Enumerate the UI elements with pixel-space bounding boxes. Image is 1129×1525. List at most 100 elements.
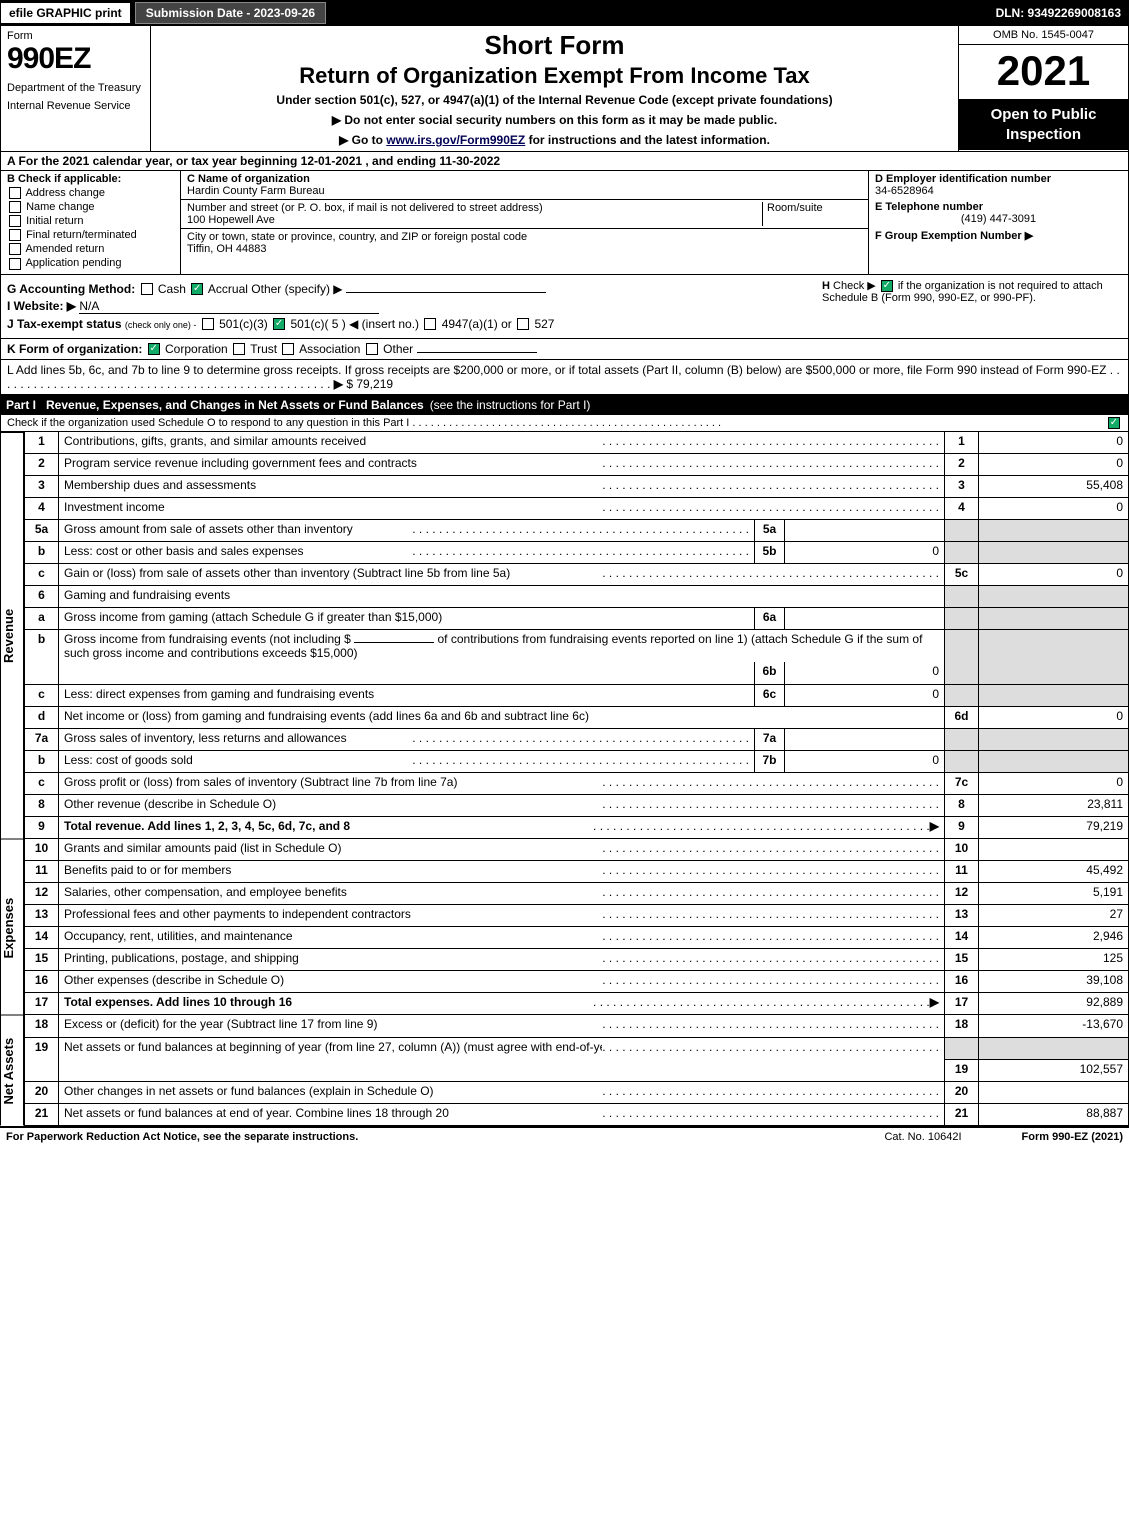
row-a: A For the 2021 calendar year, or tax yea…	[0, 152, 1129, 171]
g-other: Other (specify) ▶	[251, 282, 342, 296]
line-j: J Tax-exempt status (check only one) - 5…	[7, 317, 822, 331]
table-row: bLess: cost or other basis and sales exp…	[25, 542, 1129, 564]
d-ein-val: 34-6528964	[875, 185, 934, 197]
section-bcd: B Check if applicable: Address change Na…	[0, 171, 1129, 275]
checkbox-icon[interactable]	[517, 318, 529, 330]
h-lbl: H	[822, 280, 830, 292]
f-grp-lbl: F Group Exemption Number	[875, 230, 1022, 242]
checkbox-icon[interactable]	[9, 187, 21, 199]
d-ein-lbl: D Employer identification number	[875, 173, 1051, 185]
k-other-blank[interactable]	[417, 352, 537, 353]
i-lbl: I Website: ▶	[7, 299, 76, 313]
checkbox-checked-icon[interactable]: ✓	[881, 280, 893, 292]
chk-name[interactable]: Name change	[7, 201, 174, 213]
table-row: 13Professional fees and other payments t…	[25, 905, 1129, 927]
c-addr-row: Number and street (or P. O. box, if mail…	[181, 200, 868, 229]
g-other-blank[interactable]	[346, 292, 546, 293]
table-row: cGain or (loss) from sale of assets othe…	[25, 564, 1129, 586]
checkbox-icon[interactable]	[233, 343, 245, 355]
c-name-val: Hardin County Farm Bureau	[187, 185, 862, 197]
checkbox-icon[interactable]	[202, 318, 214, 330]
revenue-section: Revenue 1Contributions, gifts, grants, a…	[0, 432, 1129, 839]
checkbox-icon[interactable]	[9, 243, 21, 255]
table-row: 7aGross sales of inventory, less returns…	[25, 728, 1129, 750]
table-row: 2Program service revenue including gover…	[25, 454, 1129, 476]
g-cash: Cash	[158, 282, 186, 296]
sched-o-text: Check if the organization used Schedule …	[7, 417, 1106, 429]
col-d: D Employer identification number 34-6528…	[868, 171, 1128, 274]
table-row: 10Grants and similar amounts paid (list …	[25, 839, 1129, 861]
l-amount: $ 79,219	[346, 377, 393, 391]
dots-icon	[602, 478, 939, 492]
dots-icon	[602, 1106, 939, 1120]
dots-icon	[602, 797, 939, 811]
goto-link[interactable]: www.irs.gov/Form990EZ	[386, 133, 525, 147]
e-tel-val: (419) 447-3091	[875, 213, 1122, 225]
form-header: Form 990EZ Department of the Treasury In…	[0, 26, 1129, 152]
chk-final[interactable]: Final return/terminated	[7, 229, 174, 241]
blank-field[interactable]	[354, 642, 434, 643]
dots-icon	[412, 544, 749, 558]
l-text: L Add lines 5b, 6c, and 7b to line 9 to …	[7, 363, 1106, 377]
dots-icon	[412, 731, 749, 745]
dots-icon	[602, 566, 939, 580]
arrow-icon: ▶	[930, 995, 939, 1009]
line-h: H Check ▶ ✓ if the organization is not r…	[822, 279, 1122, 334]
col-b: B Check if applicable: Address change Na…	[1, 171, 181, 274]
table-row: 17Total expenses. Add lines 10 through 1…	[25, 993, 1129, 1015]
g-lbl: G Accounting Method:	[7, 282, 135, 296]
open-inspection: Open to Public Inspection	[959, 99, 1128, 150]
table-row: 19Net assets or fund balances at beginni…	[25, 1037, 1129, 1059]
checkbox-icon[interactable]	[424, 318, 436, 330]
chk-amended[interactable]: Amended return	[7, 243, 174, 255]
checkbox-checked-icon[interactable]: ✓	[1108, 417, 1120, 429]
dots-icon	[602, 929, 939, 943]
checkbox-checked-icon[interactable]: ✓	[273, 318, 285, 330]
omb-number: OMB No. 1545-0047	[959, 26, 1128, 45]
checkbox-icon[interactable]	[366, 343, 378, 355]
table-row: 20Other changes in net assets or fund ba…	[25, 1081, 1129, 1103]
chk-address[interactable]: Address change	[7, 187, 174, 199]
cat-number: Cat. No. 10642I	[884, 1131, 961, 1143]
checkbox-icon[interactable]	[282, 343, 294, 355]
section-ghij: G Accounting Method: Cash ✓ Accrual Othe…	[0, 275, 1129, 339]
j-sub: (check only one) -	[125, 320, 197, 330]
dots-icon	[593, 819, 930, 833]
checkbox-icon[interactable]	[9, 258, 21, 270]
dots-icon	[602, 500, 939, 514]
efile-badge[interactable]: efile GRAPHIC print	[0, 2, 131, 24]
ghij-left: G Accounting Method: Cash ✓ Accrual Othe…	[7, 279, 822, 334]
table-row: 11Benefits paid to or for members1145,49…	[25, 861, 1129, 883]
dots-icon	[602, 434, 939, 448]
line-l: L Add lines 5b, 6c, and 7b to line 9 to …	[0, 360, 1129, 395]
i-website: N/A	[79, 299, 379, 314]
checkbox-icon[interactable]	[9, 215, 21, 227]
c-city-val: Tiffin, OH 44883	[187, 243, 862, 255]
chk-pending[interactable]: Application pending	[7, 257, 174, 269]
submission-date-badge: Submission Date - 2023-09-26	[135, 2, 326, 24]
table-row: 12Salaries, other compensation, and empl…	[25, 883, 1129, 905]
b-label: B	[7, 173, 15, 185]
f-group: F Group Exemption Number ▶	[869, 227, 1128, 244]
c-name-row: C Name of organization Hardin County Far…	[181, 171, 868, 200]
goto-pre: ▶ Go to	[339, 133, 386, 147]
short-form-title: Short Form	[159, 30, 950, 61]
checkbox-icon[interactable]	[141, 283, 153, 295]
c-name-lbl: C Name of organization	[187, 173, 862, 185]
donot-text: ▶ Do not enter social security numbers o…	[159, 113, 950, 127]
checkbox-checked-icon[interactable]: ✓	[191, 283, 203, 295]
checkbox-checked-icon[interactable]: ✓	[148, 343, 160, 355]
j-c3: 501(c)(3)	[219, 317, 268, 331]
arrow-icon: ▶	[1025, 230, 1033, 242]
g-accrual: Accrual	[208, 282, 248, 296]
table-row: cGross profit or (loss) from sales of in…	[25, 772, 1129, 794]
checkbox-icon[interactable]	[9, 201, 21, 213]
j-a1: 4947(a)(1) or	[442, 317, 512, 331]
k-assoc: Association	[299, 342, 360, 356]
j-c5: 501(c)( 5 ) ◀ (insert no.)	[290, 317, 419, 331]
chk-initial[interactable]: Initial return	[7, 215, 174, 227]
table-row: dNet income or (loss) from gaming and fu…	[25, 706, 1129, 728]
part1-desc: (see the instructions for Part I)	[430, 398, 591, 412]
checkbox-icon[interactable]	[9, 229, 21, 241]
return-title: Return of Organization Exempt From Incom…	[159, 63, 950, 89]
